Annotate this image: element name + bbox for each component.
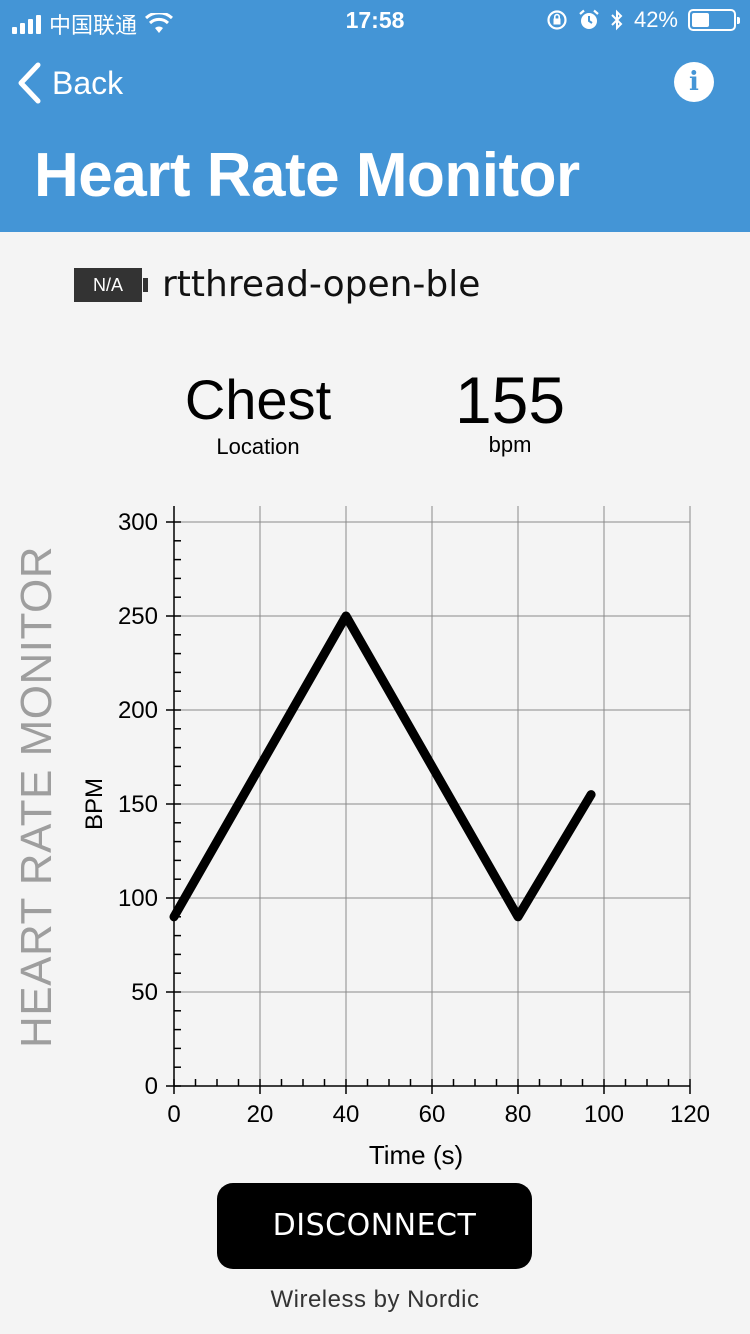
x-tick-label: 20: [247, 1101, 274, 1128]
back-label: Back: [52, 64, 124, 101]
x-tick-label: 120: [670, 1101, 710, 1128]
bluetooth-icon: [611, 9, 623, 31]
y-tick-label: 100: [118, 885, 158, 912]
data-point: [345, 615, 347, 617]
carrier-label: 中国联通: [49, 13, 138, 38]
battery-icon: [688, 9, 740, 31]
nav-bar: 中国联通 17:58 42%: [0, 0, 750, 232]
signal-icon: [12, 14, 41, 34]
device-battery-tag: N/A: [74, 267, 148, 302]
location-value: Chest: [184, 368, 332, 431]
y-tick-label: 0: [145, 1073, 158, 1100]
x-tick-label: 60: [419, 1101, 446, 1128]
y-axis-label: BPM: [81, 778, 108, 830]
y-tick-label: 200: [118, 697, 158, 724]
heart-rate-unit: bpm: [488, 432, 532, 457]
device-name: rtthread-open-ble: [162, 264, 481, 305]
heart-rate: 155 bpm: [410, 364, 610, 458]
heart-rate-value: 155: [454, 363, 566, 437]
x-tick-label: 80: [505, 1101, 532, 1128]
data-point: [173, 915, 175, 918]
wifi-icon: [145, 13, 174, 33]
x-tick-label: 100: [584, 1101, 624, 1128]
y-tick-label: 50: [131, 979, 158, 1006]
back-button[interactable]: Back: [16, 62, 123, 104]
sensor-location: Chest Location: [158, 370, 358, 460]
location-label: Location: [216, 434, 300, 459]
x-tick-label: 40: [333, 1101, 360, 1128]
footer-label: Wireless by Nordic: [270, 1286, 480, 1313]
series-line: [169, 611, 596, 922]
x-axis-label: Time (s): [369, 1140, 463, 1170]
status-right: 42%: [546, 7, 740, 33]
battery-percent: 42%: [633, 7, 678, 32]
chevron-left-icon: [18, 62, 41, 104]
status-bar: 中国联通 17:58 42%: [0, 0, 750, 40]
data-point: [590, 793, 593, 796]
x-tick-label: 0: [167, 1101, 180, 1128]
rotation-lock-icon: [547, 10, 567, 30]
info-button[interactable]: i: [674, 62, 714, 102]
heart-rate-chart: 0 20 40 60 80 100 120 0 50 100 150 200 250 300 Time (s…: [81, 506, 710, 1170]
status-time: 17:58: [345, 7, 405, 33]
y-tick-label: 300: [118, 509, 158, 536]
device-row: N/A rtthread-open-ble: [74, 264, 480, 305]
alarm-icon: [579, 9, 599, 29]
page-title: Heart Rate Monitor: [34, 141, 580, 210]
data-point: [517, 915, 519, 918]
y-tick-label: 150: [118, 791, 158, 818]
y-tick-label: 250: [118, 603, 158, 630]
status-left: 中国联通: [12, 8, 174, 40]
disconnect-button[interactable]: DISCONNECT: [217, 1183, 532, 1269]
